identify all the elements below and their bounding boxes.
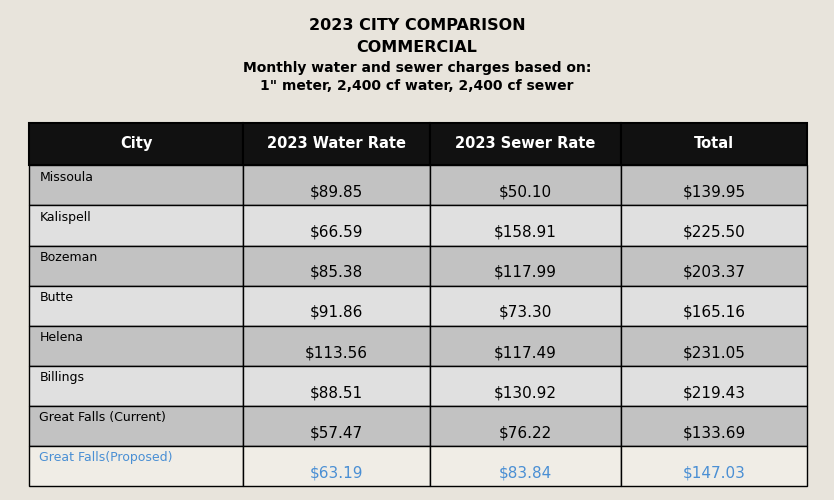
Text: Great Falls(Proposed): Great Falls(Proposed) <box>39 452 173 464</box>
Text: $133.69: $133.69 <box>682 425 746 440</box>
Text: Bozeman: Bozeman <box>39 251 98 264</box>
Text: $203.37: $203.37 <box>682 265 746 280</box>
Text: $117.99: $117.99 <box>494 265 557 280</box>
Text: $219.43: $219.43 <box>682 385 746 400</box>
Text: Helena: Helena <box>39 331 83 344</box>
Text: Great Falls (Current): Great Falls (Current) <box>39 412 166 424</box>
Text: Monthly water and sewer charges based on:: Monthly water and sewer charges based on… <box>243 61 591 75</box>
Text: 2023 CITY COMPARISON: 2023 CITY COMPARISON <box>309 18 525 32</box>
Text: Kalispell: Kalispell <box>39 211 91 224</box>
Text: Butte: Butte <box>39 291 73 304</box>
Text: Billings: Billings <box>39 372 84 384</box>
Text: $158.91: $158.91 <box>494 225 556 240</box>
Text: $165.16: $165.16 <box>682 305 746 320</box>
Text: $130.92: $130.92 <box>494 385 557 400</box>
Text: $63.19: $63.19 <box>309 466 364 480</box>
Text: $50.10: $50.10 <box>499 184 552 200</box>
Text: COMMERCIAL: COMMERCIAL <box>357 40 477 55</box>
Text: $117.49: $117.49 <box>494 345 556 360</box>
Text: $89.85: $89.85 <box>310 184 363 200</box>
Text: $147.03: $147.03 <box>682 466 746 480</box>
Text: $57.47: $57.47 <box>310 425 363 440</box>
Text: City: City <box>120 136 153 152</box>
Text: 2023 Sewer Rate: 2023 Sewer Rate <box>455 136 595 152</box>
Text: $231.05: $231.05 <box>682 345 746 360</box>
Text: Total: Total <box>694 136 734 152</box>
Text: $88.51: $88.51 <box>310 385 363 400</box>
Text: $139.95: $139.95 <box>682 184 746 200</box>
Text: $76.22: $76.22 <box>499 425 552 440</box>
Text: $113.56: $113.56 <box>305 345 368 360</box>
Text: $66.59: $66.59 <box>309 225 364 240</box>
Text: Missoula: Missoula <box>39 171 93 184</box>
Text: $85.38: $85.38 <box>310 265 363 280</box>
Text: $83.84: $83.84 <box>499 466 552 480</box>
Text: 1" meter, 2,400 cf water, 2,400 cf sewer: 1" meter, 2,400 cf water, 2,400 cf sewer <box>260 78 574 92</box>
Text: $91.86: $91.86 <box>310 305 364 320</box>
Text: $73.30: $73.30 <box>499 305 552 320</box>
Text: $225.50: $225.50 <box>682 225 746 240</box>
Text: 2023 Water Rate: 2023 Water Rate <box>267 136 406 152</box>
